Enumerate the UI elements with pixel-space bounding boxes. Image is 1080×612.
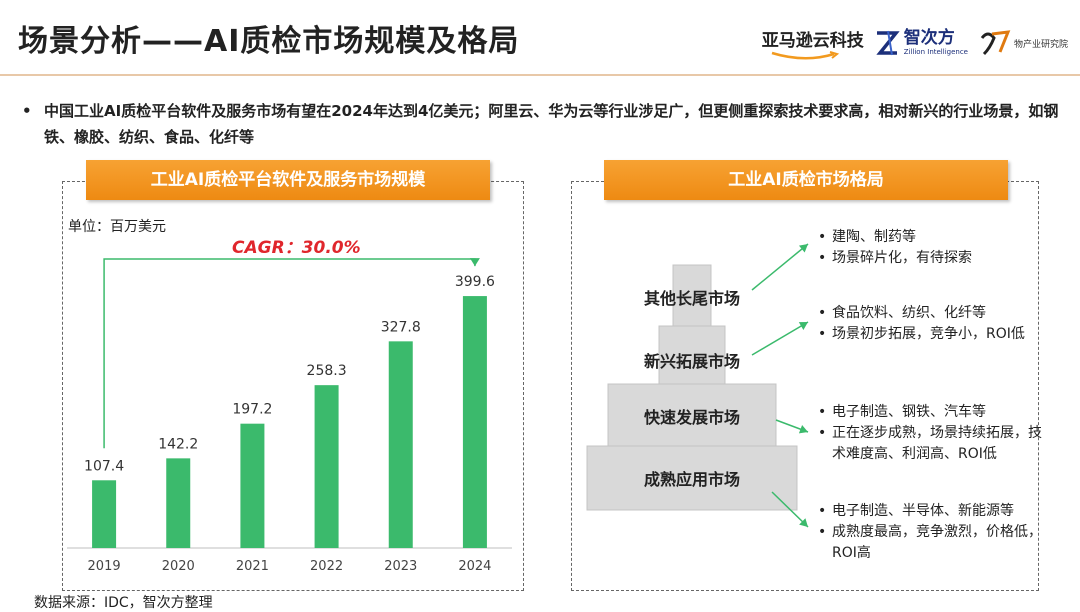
tier-longtail-arrow-line [751, 243, 809, 291]
chart-unit-label: 单位：百万美元 [68, 219, 166, 235]
bullet-dot: • [22, 102, 32, 120]
tier-emerging-arrowhead [798, 322, 808, 330]
note-mature-line-1: 电子制造、半导体、新能源等 [818, 501, 1042, 522]
note-emerging: 食品饮料、纺织、化纤等 场景初步拓展，竞争小，ROI低 [818, 303, 1028, 345]
tier-emerging-label: 新兴拓展市场 [644, 352, 740, 371]
note-emerging-line-2: 场景初步拓展，竞争小，ROI低 [818, 324, 1028, 345]
institute-logo: 物产业研究院 [978, 28, 1068, 58]
tier-longtail-block [672, 264, 712, 330]
summary-bullet: • 中国工业AI质检平台软件及服务市场有望在2024年达到4亿美元；阿里云、华为… [22, 98, 1062, 150]
logo-group: 亚马逊云科技 智次方 Zillion Intelligence 物产业研究院 [762, 20, 1068, 66]
note-longtail: 建陶、制药等 场景碎片化，有待探索 [818, 227, 1028, 269]
tier-fast-block [607, 383, 777, 447]
tier-longtail-arrowhead [798, 244, 808, 253]
note-emerging-line-1: 食品饮料、纺织、化纤等 [818, 303, 1028, 324]
left-panel-header: 工业AI质检平台软件及服务市场规模 [86, 160, 490, 200]
cagr-connector [103, 258, 476, 449]
tier-mature-arrowhead [799, 518, 808, 527]
value-label-2024: 399.6 [455, 274, 495, 290]
value-label-2020: 142.2 [158, 436, 198, 452]
tick-label-2022: 2022 [310, 559, 343, 574]
page-title: 场景分析——AI质检市场规模及格局 [18, 24, 520, 59]
zcf-logo-en: Zillion Intelligence [903, 48, 968, 56]
bar-2020 [166, 458, 191, 548]
bar-2022 [314, 385, 339, 548]
tier-mature-arrow-line [771, 491, 809, 528]
note-mature-line-2: 成熟度最高，竞争激烈，价格低，ROI高 [818, 522, 1042, 564]
zcf-logo: 智次方 Zillion Intelligence [874, 29, 968, 57]
tick-label-2023: 2023 [384, 559, 417, 574]
tier-mature-label: 成熟应用市场 [644, 470, 740, 489]
tier-mature-block [586, 445, 798, 511]
tick-label-2019: 2019 [88, 559, 121, 574]
note-fast: 电子制造、钢铁、汽车等 正在逐步成熟，场景持续拓展，技术难度高、利润高、ROI低 [818, 402, 1042, 465]
tick-label-2020: 2020 [162, 559, 195, 574]
note-mature: 电子制造、半导体、新能源等 成熟度最高，竞争激烈，价格低，ROI高 [818, 501, 1042, 564]
source-note: 数据来源：IDC，智次方整理 [34, 595, 213, 611]
tick-label-2021: 2021 [236, 559, 269, 574]
cagr-label: CAGR：30.0% [232, 238, 361, 258]
tier-fast-arrowhead [798, 424, 808, 434]
value-label-2021: 197.2 [232, 402, 272, 418]
value-label-2019: 107.4 [84, 458, 124, 474]
note-fast-line-2: 正在逐步成熟，场景持续拓展，技术难度高、利润高、ROI低 [818, 423, 1042, 465]
bar-2024 [462, 296, 487, 548]
bar-2021 [240, 423, 265, 548]
bar-chart: 107.4 2019 142.2 2020 197.2 2021 258.3 2022 327.… [67, 258, 512, 574]
note-fast-line-1: 电子制造、钢铁、汽车等 [818, 402, 1042, 423]
bar-2019 [92, 480, 117, 548]
header-divider [0, 74, 1080, 76]
zcf-logo-cn: 智次方 [903, 28, 955, 48]
amazon-smile-icon [771, 50, 839, 59]
note-longtail-line-1: 建陶、制药等 [818, 227, 1028, 248]
tier-emerging-arrow-line [751, 321, 809, 356]
tick-label-2024: 2024 [458, 559, 491, 574]
institute-mark-icon [980, 30, 1011, 56]
right-panel-header: 工业AI质检市场格局 [604, 160, 1008, 200]
value-label-2022: 258.3 [307, 363, 347, 379]
institute-logo-text: 物产业研究院 [1013, 39, 1068, 50]
tier-emerging-block [658, 325, 726, 387]
amazon-logo: 亚马逊云科技 [762, 26, 864, 61]
tier-fast-label: 快速发展市场 [644, 408, 740, 427]
tier-longtail-label: 其他长尾市场 [644, 289, 740, 308]
bar-2023 [388, 341, 413, 548]
note-longtail-line-2: 场景碎片化，有待探索 [818, 248, 1028, 269]
zcf-mark-icon [876, 30, 900, 56]
amazon-logo-text: 亚马逊云科技 [761, 30, 864, 51]
summary-text: 中国工业AI质检平台软件及服务市场有望在2024年达到4亿美元；阿里云、华为云等… [44, 102, 1059, 146]
value-label-2023: 327.8 [381, 319, 421, 335]
cagr-arrowhead [469, 258, 480, 267]
